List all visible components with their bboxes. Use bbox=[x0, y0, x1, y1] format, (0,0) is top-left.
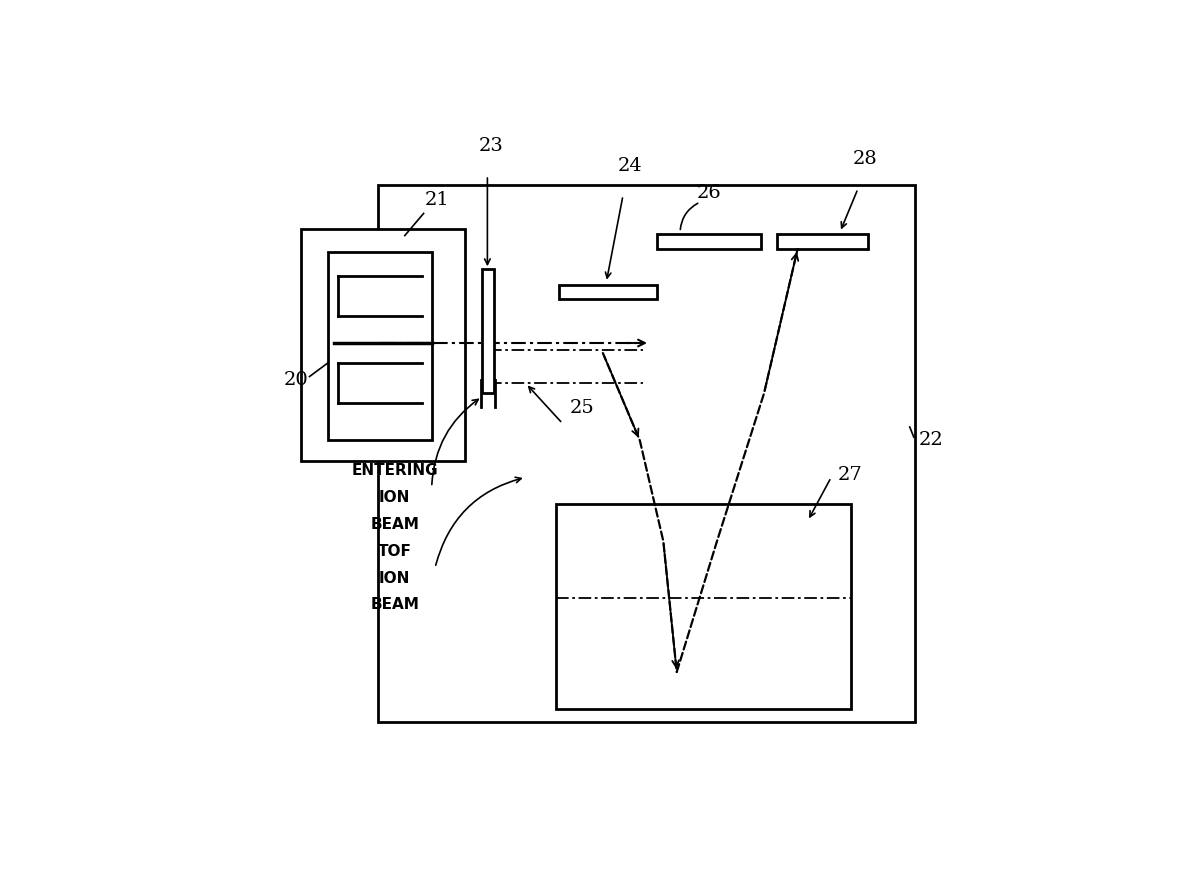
Text: ION: ION bbox=[379, 490, 410, 505]
Bar bbox=[560, 284, 657, 299]
Bar bbox=[300, 228, 465, 460]
Text: 22: 22 bbox=[919, 432, 944, 449]
Bar bbox=[482, 269, 494, 393]
Bar bbox=[777, 235, 868, 249]
Text: TOF: TOF bbox=[378, 543, 411, 559]
Text: ENTERING: ENTERING bbox=[352, 463, 438, 478]
Text: BEAM: BEAM bbox=[371, 597, 419, 612]
Bar bbox=[657, 235, 761, 249]
Text: 24: 24 bbox=[617, 157, 642, 175]
Text: 21: 21 bbox=[425, 191, 450, 208]
Text: 27: 27 bbox=[838, 466, 862, 484]
Text: ION: ION bbox=[379, 570, 410, 585]
Text: 25: 25 bbox=[569, 399, 594, 417]
Bar bbox=[556, 504, 852, 709]
Text: 28: 28 bbox=[853, 151, 877, 168]
Bar bbox=[328, 252, 432, 440]
Text: 20: 20 bbox=[283, 371, 309, 389]
Bar bbox=[378, 185, 915, 722]
Text: 23: 23 bbox=[478, 137, 504, 155]
Text: 26: 26 bbox=[697, 184, 721, 202]
Text: BEAM: BEAM bbox=[371, 517, 419, 532]
